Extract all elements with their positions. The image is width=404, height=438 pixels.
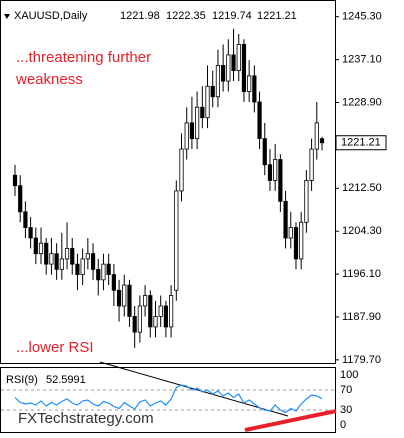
rsi-last-value: 52.5991: [46, 374, 86, 386]
y-tick-label: 1196.10: [342, 268, 381, 280]
rsi-title: RSI(9): [6, 374, 38, 386]
price-panel: [0, 0, 336, 364]
candle-body: [231, 54, 236, 72]
candle-body: [309, 148, 314, 181]
candle-body: [262, 138, 267, 166]
candle-body: [54, 253, 59, 270]
candle-body: [221, 64, 226, 82]
candle-body: [314, 122, 319, 150]
candle-body: [85, 253, 90, 260]
candle-body: [127, 284, 132, 317]
y-tick-label: 1245.30: [342, 11, 382, 23]
candle-body: [122, 284, 127, 307]
candle-body: [163, 305, 168, 328]
candle-body: [226, 54, 231, 82]
candle-body: [252, 75, 257, 103]
candle-body: [142, 295, 148, 307]
price-box-bg: [335, 135, 387, 151]
candle-body: [59, 258, 64, 270]
candle-body: [319, 138, 325, 144]
candle-body: [44, 242, 49, 265]
candle-body: [12, 174, 18, 187]
candle-body: [236, 44, 241, 72]
current-price: 1221.21: [341, 137, 381, 149]
candle-body: [278, 159, 283, 202]
candle-body: [75, 263, 80, 276]
ohlc-open: 1221.98: [120, 10, 160, 22]
candle-body: [80, 258, 85, 276]
candle-body: [273, 159, 278, 181]
candle-body: [23, 211, 28, 228]
ohlc-high: 1222.35: [166, 10, 206, 22]
y-tick-label: 1228.90: [342, 96, 382, 108]
annotation: weakness: [15, 71, 83, 88]
rsi-line: [14, 384, 323, 414]
annotation: ...lower RSI: [16, 339, 94, 356]
candle-body: [33, 237, 38, 255]
candle-body: [184, 122, 189, 150]
candle-body: [111, 274, 116, 291]
candle-body: [38, 242, 44, 255]
candle-body: [247, 75, 252, 92]
candle-body: [153, 316, 158, 328]
candle-body: [293, 227, 299, 260]
candle-body: [101, 263, 106, 281]
ohlc-low: 1219.74: [212, 10, 252, 22]
annotation: ...threatening further: [16, 49, 151, 66]
candle-body: [116, 289, 122, 307]
candle-body: [215, 64, 221, 98]
candle-body: [189, 122, 195, 140]
candle-body: [64, 248, 70, 260]
candle-body: [49, 253, 54, 265]
menu-arrow: [4, 14, 10, 19]
candle-body: [210, 85, 215, 98]
watermark: FXTechstrategy.com: [18, 410, 154, 427]
candle-body: [267, 164, 273, 181]
candle-body: [200, 106, 205, 119]
y-tick-label: 1187.90: [342, 311, 381, 323]
y-tick-label: 30: [340, 404, 352, 416]
y-tick-label: 0: [340, 419, 346, 431]
candle-body: [299, 221, 304, 260]
candle-body: [283, 200, 288, 239]
candle-body: [90, 253, 96, 270]
y-tick-label: 1204.30: [342, 225, 382, 237]
candle-body: [205, 85, 210, 119]
candle-body: [148, 295, 153, 328]
candle-body: [96, 268, 101, 281]
candle-body: [18, 185, 23, 213]
ohlc-close: 1221.21: [257, 10, 297, 22]
candle-body: [169, 295, 174, 328]
candle-body: [174, 190, 179, 291]
symbol-title: XAUUSD,Daily: [14, 10, 88, 22]
candle-body: [288, 227, 293, 239]
candle-body: [257, 101, 262, 140]
candle-body: [195, 106, 200, 140]
y-tick-label: 100: [340, 369, 358, 381]
candle-body: [241, 44, 247, 92]
y-tick-label: 70: [340, 384, 352, 396]
candle-body: [132, 316, 137, 333]
candle-body: [304, 180, 309, 223]
candle-body: [179, 148, 184, 192]
candle-body: [137, 305, 142, 333]
y-tick-label: 1212.50: [342, 182, 382, 194]
candle-body: [28, 227, 33, 239]
trend-line-rsi: [244, 409, 337, 432]
candle-body: [106, 263, 111, 276]
y-tick-label: 1237.10: [342, 54, 382, 66]
candle-body: [70, 248, 75, 265]
candle-body: [158, 305, 163, 317]
y-tick-label: 1179.70: [342, 354, 381, 366]
